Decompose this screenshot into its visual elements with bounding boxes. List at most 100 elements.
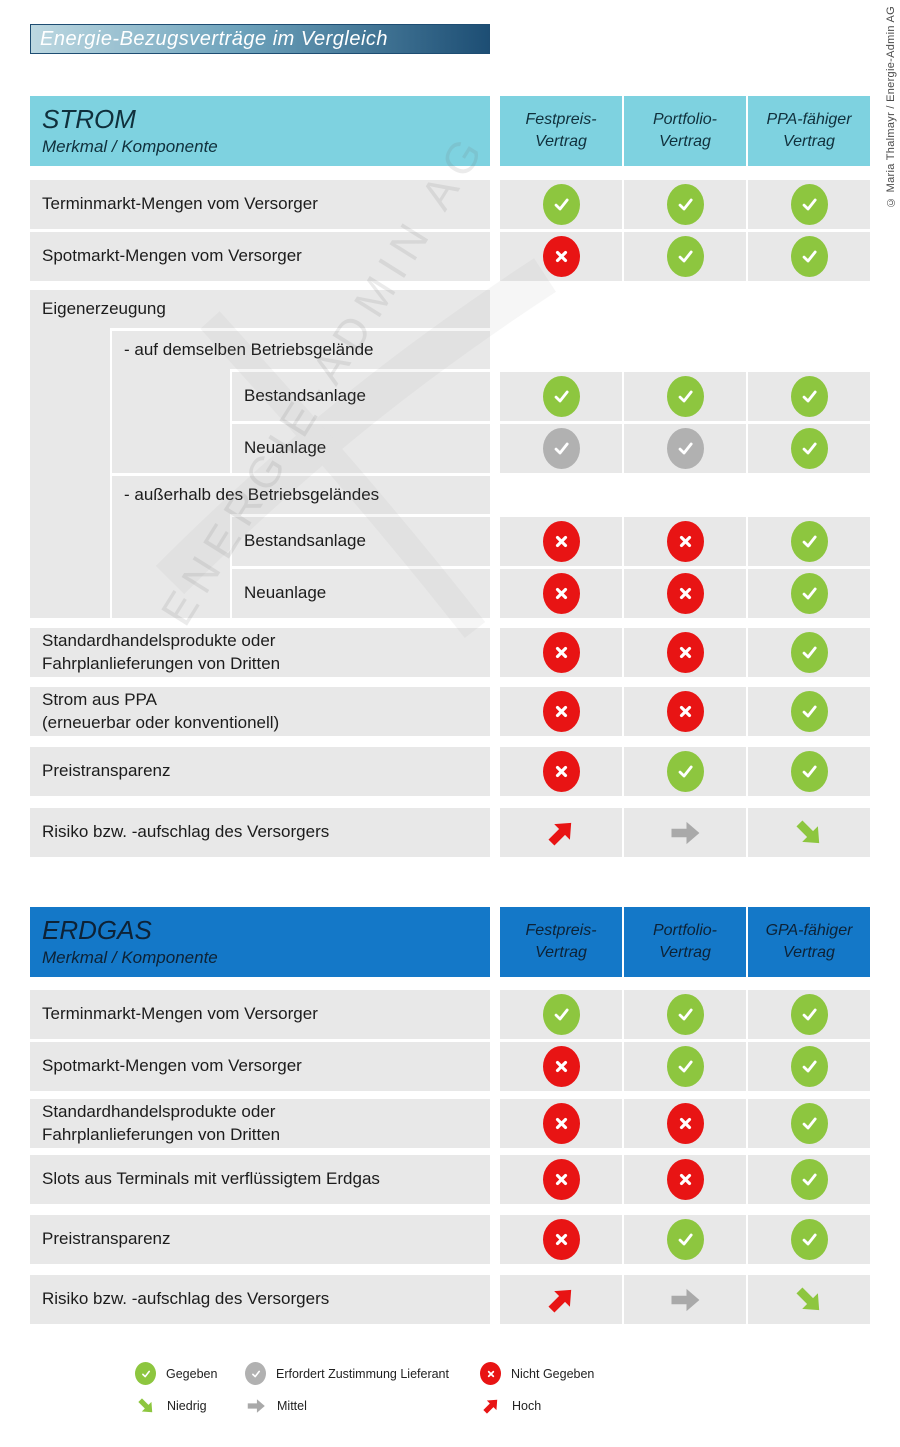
value-cells	[500, 424, 870, 473]
value-cell	[748, 990, 870, 1039]
check-gray-icon	[542, 428, 580, 469]
check-green-icon	[790, 691, 828, 732]
value-cell	[500, 1042, 622, 1091]
cross-red-icon	[666, 691, 704, 732]
row-label: Neuanlage	[232, 424, 490, 473]
legend: Gegeben Erfordert Zustimmung Lieferant Nic…	[135, 1362, 900, 1417]
value-cell	[748, 232, 870, 281]
value-cells	[500, 232, 870, 281]
value-cells	[500, 990, 870, 1039]
value-cell	[624, 1215, 746, 1264]
value-cell	[748, 808, 870, 857]
legend-item: Erfordert Zustimmung Lieferant	[245, 1362, 480, 1385]
cross-red-icon	[480, 1362, 501, 1385]
arrow-mid-icon	[245, 1395, 267, 1417]
table-row: Standardhandelsprodukte oder Fahrplanlief…	[30, 1099, 870, 1148]
value-cell	[624, 517, 746, 566]
value-cells	[500, 569, 870, 618]
column-header-gpa: GPA-fähiger Vertrag	[748, 907, 870, 977]
column-header-portfolio: Portfolio- Vertrag	[624, 907, 746, 977]
legend-item: Gegeben	[135, 1362, 245, 1385]
value-cell	[748, 1215, 870, 1264]
check-green-icon	[790, 994, 828, 1035]
check-green-icon	[542, 994, 580, 1035]
value-cell	[624, 569, 746, 618]
column-header-festpreis: Festpreis- Vertrag	[500, 96, 622, 166]
check-green-icon	[666, 751, 704, 792]
check-green-icon	[542, 376, 580, 417]
row-label: Spotmarkt-Mengen vom Versorger	[30, 232, 490, 281]
erdgas-header-row: ERDGAS Merkmal / Komponente Festpreis- V…	[30, 907, 870, 977]
check-green-icon	[542, 184, 580, 225]
row-label: Risiko bzw. -aufschlag des Versorgers	[30, 1275, 490, 1324]
cross-red-icon	[542, 236, 580, 277]
value-cells	[500, 1275, 870, 1324]
table-row: - auf demselben Betriebsgelände	[30, 328, 870, 369]
legend-label: Hoch	[512, 1399, 542, 1413]
indent-pad	[112, 369, 230, 421]
value-cell	[748, 517, 870, 566]
row-label: Terminmarkt-Mengen vom Versorger	[30, 990, 490, 1039]
cross-red-icon	[542, 632, 580, 673]
value-cells	[500, 808, 870, 857]
check-green-icon	[790, 1103, 828, 1144]
value-cells	[500, 517, 870, 566]
erdgas-column-headers: Festpreis- Vertrag Portfolio- Vertrag GP…	[500, 907, 870, 977]
value-cell	[748, 1042, 870, 1091]
check-green-icon	[790, 236, 828, 277]
row-label: Bestandsanlage	[232, 372, 490, 421]
section-heading: ERDGAS	[42, 915, 152, 946]
indent-pad	[112, 421, 230, 473]
column-header-portfolio: Portfolio- Vertrag	[624, 96, 746, 166]
table-row: Neuanlage	[30, 421, 870, 473]
cross-red-icon	[666, 1103, 704, 1144]
check-green-icon	[790, 184, 828, 225]
value-cell	[624, 808, 746, 857]
value-cell	[624, 424, 746, 473]
value-cells	[500, 628, 870, 677]
table-row: Terminmarkt-Mengen vom Versorger	[30, 180, 870, 229]
check-green-icon	[790, 1219, 828, 1260]
value-cell	[748, 372, 870, 421]
check-green-icon	[790, 632, 828, 673]
strom-column-headers: Festpreis- Vertrag Portfolio- Vertrag PP…	[500, 96, 870, 166]
value-cells	[500, 1042, 870, 1091]
check-green-icon	[790, 428, 828, 469]
legend-label: Gegeben	[166, 1366, 218, 1381]
strom-rows: Terminmarkt-Mengen vom Versorger Spotmark…	[30, 180, 870, 857]
value-cell	[624, 628, 746, 677]
value-cell	[500, 372, 622, 421]
erdgas-header-cell: ERDGAS Merkmal / Komponente	[30, 907, 490, 977]
value-cell	[624, 1155, 746, 1204]
table-row: Preistransparenz	[30, 1215, 870, 1264]
value-cell	[748, 628, 870, 677]
row-label: Neuanlage	[232, 569, 490, 618]
value-cells	[500, 1099, 870, 1148]
row-label: Standardhandelsprodukte oder Fahrplanlief…	[30, 628, 490, 677]
value-cell	[500, 808, 622, 857]
value-cell	[500, 687, 622, 736]
value-cell	[624, 1042, 746, 1091]
section-strom: STROM Merkmal / Komponente Festpreis- Ve…	[30, 96, 870, 857]
value-cell	[624, 1275, 746, 1324]
section-subheading: Merkmal / Komponente	[42, 947, 218, 967]
value-cell	[624, 372, 746, 421]
column-header-ppa: PPA-fähiger Vertrag	[748, 96, 870, 166]
column-header-festpreis: Festpreis- Vertrag	[500, 907, 622, 977]
arrow-low-icon	[791, 815, 827, 851]
indent-pad	[30, 514, 110, 566]
value-cell	[748, 1099, 870, 1148]
table-row: Standardhandelsprodukte oder Fahrplanlief…	[30, 628, 870, 677]
copyright-note: © Maria Thalmayr / Energie-Admin AG	[885, 6, 897, 209]
row-label: Bestandsanlage	[232, 517, 490, 566]
value-cell	[500, 180, 622, 229]
value-cell	[624, 990, 746, 1039]
cross-red-icon	[542, 521, 580, 562]
check-green-icon	[666, 1219, 704, 1260]
value-cell	[500, 747, 622, 796]
row-label: Strom aus PPA (erneuerbar oder konvention…	[30, 687, 490, 736]
cross-red-icon	[666, 573, 704, 614]
section-erdgas: ERDGAS Merkmal / Komponente Festpreis- V…	[30, 907, 870, 1324]
legend-item: Niedrig	[135, 1395, 245, 1417]
